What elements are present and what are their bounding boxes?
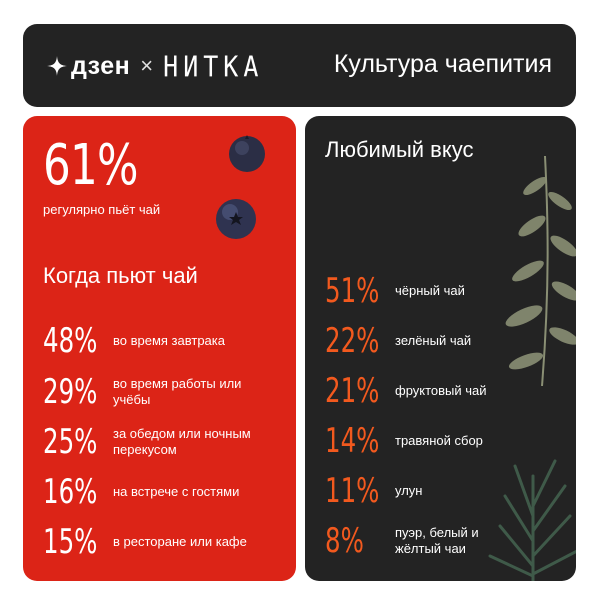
list-item: 51% чёрный чай [325,274,515,308]
item-label: чёрный чай [395,283,465,298]
list-item: 16% на встрече с гостями [43,475,283,509]
item-percent: 11% [325,471,380,511]
main-stat-caption: регулярно пьёт чай [43,202,161,217]
item-percent: 16% [43,472,98,512]
separator: × [140,53,154,78]
dzen-logo: дзен [47,52,130,81]
page-title: Культура чаепития [333,50,552,78]
logo-group: дзен × НИТКА [47,48,263,84]
item-percent: 25% [43,422,98,462]
blueberry-icon [229,135,265,172]
item-label: за обедом или ночным перекусом [113,426,251,457]
item-percent: 51% [325,271,380,311]
list-item: 11% улун [325,474,515,508]
list-item: 48% во время завтрака [43,324,263,358]
item-label: во время завтрака [113,333,225,348]
list-item: 22% зелёный чай [325,324,515,358]
partner-logo: НИТКА [163,49,264,83]
item-label: в ресторане или кафе [113,534,247,549]
item-percent: 14% [325,421,380,461]
item-percent: 15% [43,522,98,562]
item-percent: 8% [325,521,364,561]
leaf-sprig-icon [488,459,576,581]
item-percent: 21% [325,371,380,411]
list-item: 14% травяной сбор [325,424,515,458]
header-bar: дзен × НИТКА Культура чаепития [23,24,576,107]
right-card: Любимый вкус 51% чёрный чай 22% зелёный … [305,116,576,581]
item-label: фруктовый чай [395,383,487,398]
list-item: 15% в ресторане или кафе [43,525,283,559]
star-icon [47,56,67,76]
left-card: 61% регулярно пьёт чай Когда пьют чай 48… [23,116,296,581]
list-item: 21% фруктовый чай [325,374,515,408]
when-section-title: Когда пьют чай [43,263,198,288]
list-item: 29% во время работы или учёбы [43,375,243,409]
item-label: пуэр, белый и жёлтый чаи [395,525,479,556]
item-label: во время работы или учёбы [113,376,242,407]
list-item: 8% пуэр, белый и жёлтый чаи [325,524,510,558]
item-percent: 48% [43,321,98,361]
main-stat-value: 61% [43,133,139,198]
item-percent: 29% [43,372,98,412]
list-item: 25% за обедом или ночным перекусом [43,425,278,459]
blueberry-icon [216,199,256,239]
item-label: улун [395,483,423,498]
item-percent: 22% [325,321,380,361]
item-label: на встрече с гостями [113,484,240,499]
leaf-sprig-icon [505,156,576,386]
brand-name: дзен [71,51,131,80]
favorite-section-title: Любимый вкус [325,137,474,162]
item-label: травяной сбор [395,433,483,448]
item-label: зелёный чай [395,333,472,348]
